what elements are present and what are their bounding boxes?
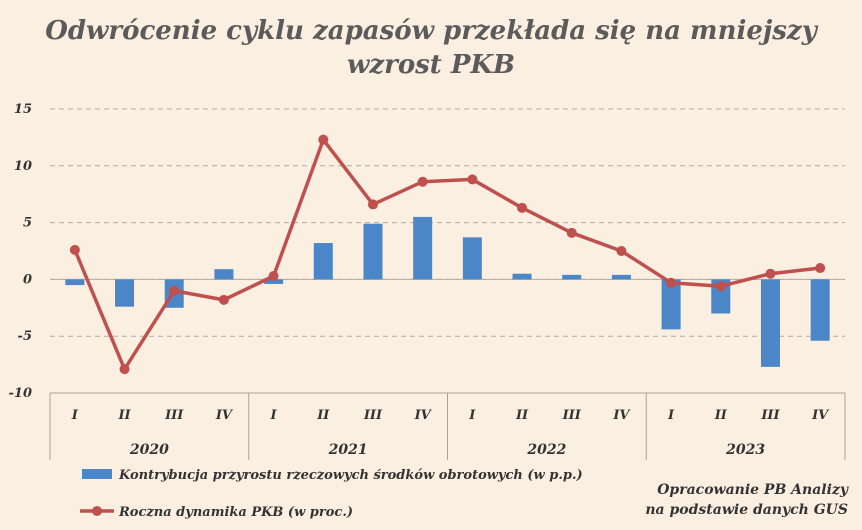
bar (313, 243, 333, 280)
x-tick-label: II (117, 408, 131, 423)
line-point (69, 244, 80, 255)
line-point (715, 281, 726, 292)
x-tick-label: I (270, 408, 278, 423)
x-tick-label: III (562, 408, 582, 423)
series-line (73, 137, 821, 371)
line-point (169, 285, 180, 296)
bar (711, 279, 731, 314)
line-point (318, 134, 329, 145)
y-tick-label: 10 (14, 159, 32, 174)
bar (363, 223, 383, 280)
source-line-2: na podstawie danych GUS (645, 502, 848, 518)
bar (264, 279, 284, 284)
y-tick-label: -10 (9, 386, 33, 401)
bar (760, 279, 780, 367)
y-tick-label: 0 (23, 272, 32, 287)
x-tick-label: I (667, 408, 675, 423)
line-point (119, 364, 130, 375)
legend-label-line: Roczna dynamika PKB (w proc.) (118, 505, 353, 520)
x-tick-label: IV (612, 408, 631, 423)
x-tick-label: II (316, 408, 330, 423)
x-tick-label: III (363, 408, 383, 423)
line-point (467, 174, 478, 185)
source-line-1: Opracowanie PB Analizy (657, 482, 848, 498)
x-tick-label: II (515, 408, 529, 423)
bar (413, 216, 433, 280)
line-point (815, 263, 826, 274)
line-point (268, 270, 279, 281)
legend-swatch-bars (82, 469, 112, 479)
y-tick-label: 5 (23, 216, 32, 231)
year-label: 2020 (129, 442, 169, 458)
x-tick-label: I (71, 408, 79, 423)
year-label: 2023 (725, 442, 765, 458)
year-label: 2022 (526, 442, 566, 458)
line-point (367, 199, 378, 210)
line-point (616, 246, 627, 256)
line-point (765, 268, 776, 279)
bar (611, 274, 631, 280)
line-point (517, 202, 528, 213)
legend-marker-line (92, 506, 102, 516)
bar (214, 269, 234, 280)
bar (65, 279, 85, 286)
bar (562, 274, 582, 280)
chart-title-line-1: Odwrócenie cyklu zapasów przekłada się n… (45, 16, 817, 46)
line-point (417, 176, 428, 187)
bar (115, 279, 135, 307)
x-tick-label: III (164, 408, 184, 423)
x-tick-label: IV (215, 408, 234, 423)
bar (810, 279, 830, 341)
bar (512, 273, 532, 280)
line-point (566, 227, 577, 238)
y-tick-label: -5 (18, 329, 32, 344)
x-tick-label: III (760, 408, 780, 423)
source-note: Opracowanie PB Analizy na podstawie dany… (645, 480, 848, 520)
y-tick-label: 15 (14, 102, 32, 117)
line-point (666, 277, 677, 288)
legend-label-bars: Kontrybucja przyrostu rzeczowych środków… (118, 468, 583, 483)
x-tick-label: IV (811, 408, 830, 423)
bar (462, 237, 482, 280)
x-tick-label: I (468, 408, 476, 423)
chart-title-line-2: wzrost PKB (346, 50, 515, 80)
x-tick-label: II (714, 408, 728, 423)
line-point (218, 294, 229, 305)
bar (661, 279, 681, 330)
year-label: 2021 (328, 442, 368, 458)
x-tick-label: IV (414, 408, 433, 423)
chart-title: Odwrócenie cyklu zapasów przekłada się n… (0, 14, 862, 82)
